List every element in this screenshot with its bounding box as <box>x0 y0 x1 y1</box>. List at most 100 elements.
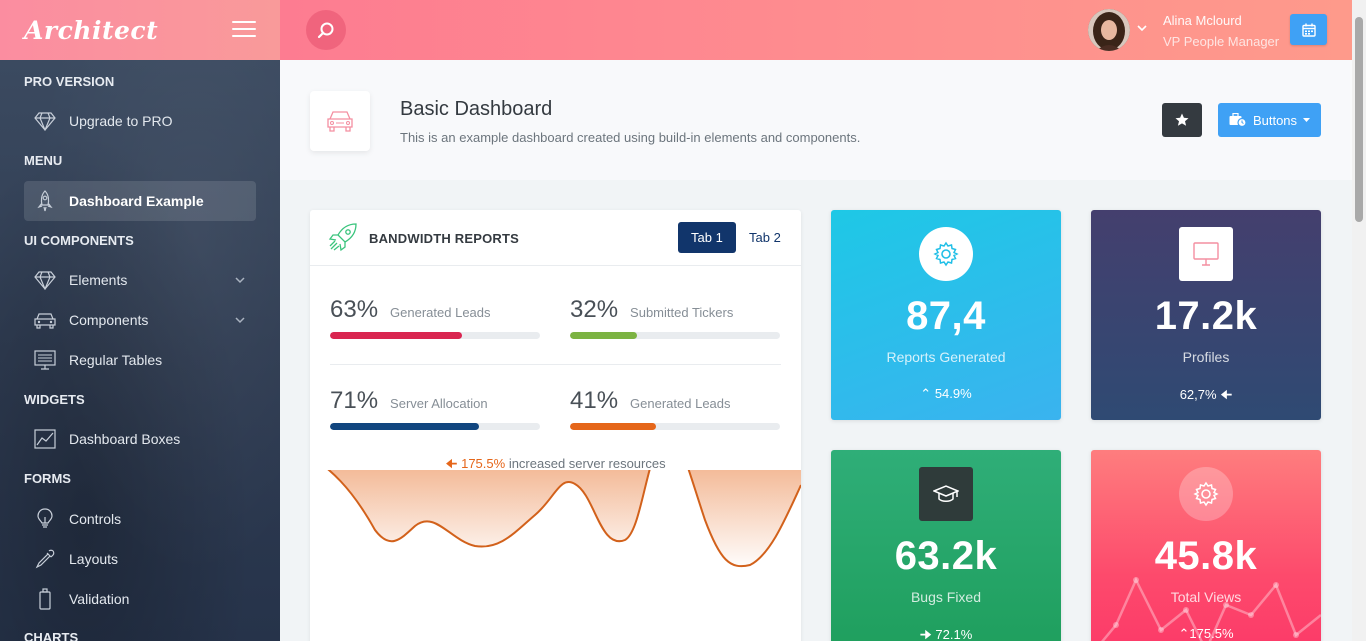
stat-change-value: 72.1% <box>935 627 973 641</box>
gear-icon <box>919 227 973 281</box>
sidebar-heading-ui-components: UI COMPONENTS <box>24 233 134 248</box>
buttons-label: Buttons <box>1252 112 1298 128</box>
scrollbar-thumb[interactable] <box>1355 17 1363 222</box>
graduation-cap-icon <box>919 467 973 521</box>
stat-change-value: 54.9% <box>934 386 972 401</box>
angle-up-icon: ⌃ <box>920 386 932 401</box>
lightbulb-icon <box>34 508 56 530</box>
progress-label: Server Allocation <box>390 396 488 411</box>
header-bar: Alina Mclourd VP People Manager <box>280 0 1352 60</box>
search-button[interactable] <box>306 10 346 50</box>
sidebar-item-label: Elements <box>69 272 128 288</box>
stat-change-value: 62,7% <box>1179 387 1217 402</box>
stat-label: Profiles <box>1182 349 1230 365</box>
user-role: VP People Manager <box>1163 34 1280 49</box>
arrow-left-icon: 🠈 <box>445 456 458 471</box>
chevron-down-icon[interactable] <box>1136 22 1148 34</box>
sidebar-item-label: Controls <box>69 511 122 527</box>
chevron-down-icon <box>235 317 245 324</box>
display-icon <box>34 349 56 371</box>
sidebar-item-dashboard[interactable]: Dashboard Example <box>24 181 256 221</box>
sidebar-item-validation[interactable]: Validation <box>24 579 256 619</box>
stat-label: Total Views <box>1170 589 1242 605</box>
sidebar-item-layouts[interactable]: Layouts <box>24 539 256 579</box>
sidebar-item-label: Regular Tables <box>69 352 163 368</box>
progress-fill <box>570 332 638 339</box>
rocket-icon <box>34 190 56 212</box>
sidebar-item-components[interactable]: Components <box>24 300 256 340</box>
favorite-button[interactable] <box>1162 103 1202 137</box>
sidebar-heading-widgets: WIDGETS <box>24 392 85 407</box>
progress-fill <box>330 423 480 430</box>
sidebar-item-label: Upgrade to PRO <box>69 113 173 129</box>
stat-change: 🠊 72.1% <box>831 626 1061 641</box>
user-name: Alina Mclourd <box>1163 13 1242 28</box>
divider <box>330 364 781 365</box>
sidebar-heading-forms: FORMS <box>24 471 71 486</box>
diamond-icon <box>34 269 56 291</box>
progress-submitted-tickers: 32% Submitted Tickers <box>570 296 780 339</box>
arrow-left-icon: 🠈 <box>1220 387 1233 402</box>
app-logo[interactable]: Architect <box>24 15 159 45</box>
sidebar-item-label: Validation <box>69 591 130 607</box>
car-icon <box>310 91 370 151</box>
sidebar-item-elements[interactable]: Elements <box>24 260 256 300</box>
progress-generated-leads-2: 41% Generated Leads <box>570 387 780 430</box>
progress-value: 41% <box>570 387 619 414</box>
sidebar-item-dashboard-boxes[interactable]: Dashboard Boxes <box>24 419 256 459</box>
page-scrollbar[interactable] <box>1352 0 1366 641</box>
stat-change-value: 175.5% <box>1189 626 1234 641</box>
angle-up-icon: ⌃ <box>1178 626 1190 641</box>
progress-label: Generated Leads <box>390 305 491 320</box>
progress-label: Submitted Tickers <box>630 305 734 320</box>
sidebar-item-label: Dashboard Example <box>69 193 204 209</box>
eyedropper-icon <box>34 548 56 570</box>
rocket-icon <box>328 223 357 252</box>
caret-down-icon <box>1303 117 1311 122</box>
arrow-right-icon: 🠊 <box>919 627 932 641</box>
progress-bar <box>570 332 780 339</box>
chevron-down-icon <box>235 277 245 284</box>
progress-bar <box>330 332 540 339</box>
stat-label: Reports Generated <box>886 349 1006 365</box>
app-header: Architect Alina Mclourd VP People Manage… <box>0 0 1352 60</box>
sparkline-background <box>1101 577 1321 641</box>
calendar-button[interactable] <box>1290 14 1327 45</box>
sidebar-heading-pro: PRO VERSION <box>24 74 115 89</box>
stat-change: ⌃ 54.9% <box>831 386 1061 402</box>
stat-card-profiles: 17.2k Profiles 62,7% 🠈 <box>1091 210 1321 420</box>
progress-server-allocation: 71% Server Allocation <box>330 387 540 430</box>
logo-area: Architect <box>0 0 280 60</box>
avatar[interactable] <box>1088 9 1130 51</box>
tab-2[interactable]: Tab 2 <box>749 230 781 245</box>
progress-value: 32% <box>570 296 619 323</box>
sidebar-item-regular-tables[interactable]: Regular Tables <box>24 340 256 380</box>
sidebar-item-label: Dashboard Boxes <box>69 431 181 447</box>
stat-card-views: 45.8k Total Views ⌃175.5% <box>1091 450 1321 641</box>
bandwidth-reports-card: BANDWIDTH REPORTS Tab 1 Tab 2 63% Generat… <box>310 210 801 641</box>
buttons-dropdown[interactable]: Buttons <box>1218 103 1321 137</box>
monitor-icon <box>1179 227 1233 281</box>
hamburger-menu-icon[interactable] <box>232 21 256 37</box>
note-text: increased server resources <box>508 456 666 471</box>
stat-change: 62,7% 🠈 <box>1091 386 1321 408</box>
sidebar-item-upgrade[interactable]: Upgrade to PRO <box>24 101 256 141</box>
sidebar-heading-charts: CHARTS <box>24 630 79 641</box>
page-subtitle: This is an example dashboard created usi… <box>400 130 861 145</box>
note-value: 175.5% <box>461 456 506 471</box>
progress-bar <box>570 423 780 430</box>
page-title: Basic Dashboard <box>400 98 553 120</box>
progress-fill <box>330 332 463 339</box>
search-icon <box>317 22 334 39</box>
sidebar-item-controls[interactable]: Controls <box>24 499 256 539</box>
star-icon <box>1175 113 1189 126</box>
page-title-area: Basic Dashboard This is an example dashb… <box>280 60 1352 180</box>
progress-label: Generated Leads <box>630 396 731 411</box>
progress-fill <box>570 423 657 430</box>
tab-1[interactable]: Tab 1 <box>678 222 736 253</box>
sidebar: PRO VERSION Upgrade to PRO MENU Dashboar… <box>0 60 280 641</box>
stat-card-bugs: 63.2k Bugs Fixed 🠊 72.1% <box>831 450 1061 641</box>
calendar-icon <box>1301 23 1316 37</box>
stat-value: 17.2k <box>1154 294 1258 338</box>
stat-value: 63.2k <box>894 534 998 578</box>
